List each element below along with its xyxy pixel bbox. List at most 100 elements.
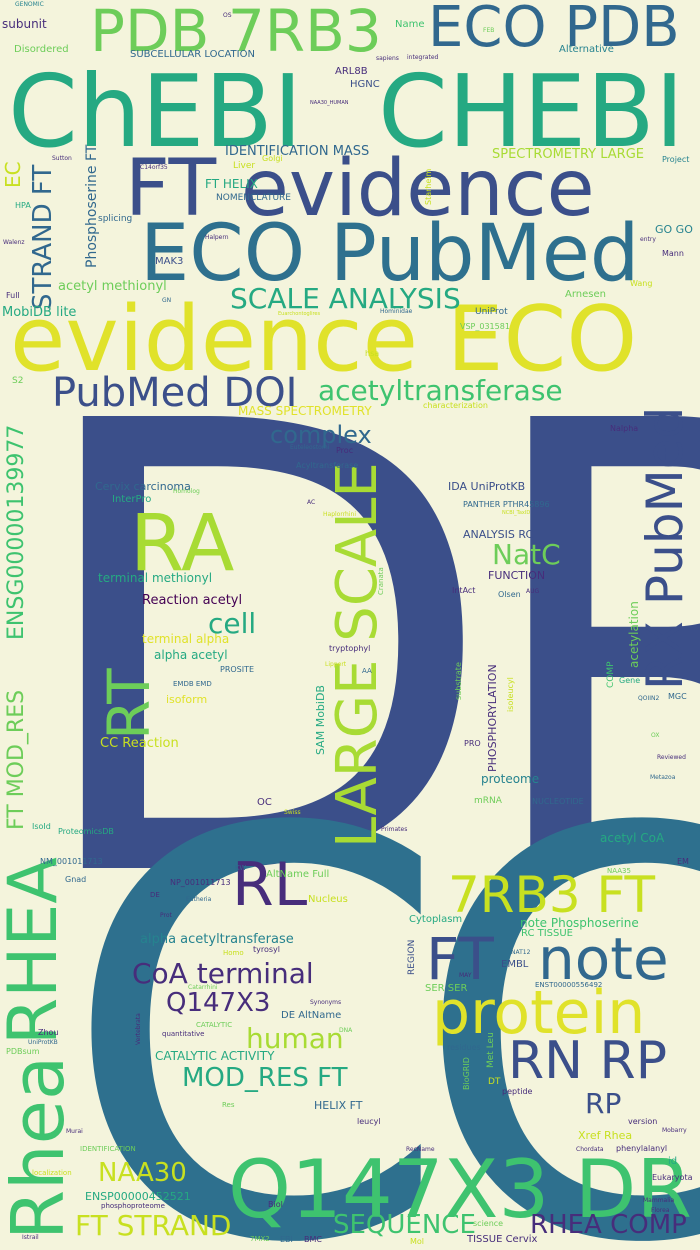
word-biol: Biol	[268, 1200, 283, 1209]
word-ec: EC	[1, 161, 25, 188]
word-os: OS	[223, 12, 232, 19]
word-mgc: MGC	[668, 692, 687, 701]
word-pdbsum: PDBsum	[6, 1047, 40, 1056]
word-ac: AC	[307, 499, 316, 506]
word-murai: Murai	[66, 1128, 83, 1135]
word-kw: KW	[235, 864, 247, 872]
word-halpern: Halpern	[205, 234, 229, 241]
word-ft: FT	[426, 925, 494, 993]
word-c14orf35: C14orf35	[140, 164, 168, 171]
word-pubmed-doi: PubMed DOI	[52, 370, 298, 416]
word-7rb3-ft: 7RB3 FT	[448, 866, 655, 924]
word-ft-evidence: FT evidence	[125, 144, 595, 234]
word-mobidb-lite: MobiDB lite	[2, 305, 77, 320]
word-leucyl: leucyl	[357, 1117, 381, 1126]
word-alpha-acetyl: alpha acetyl	[154, 648, 228, 662]
word-liver: Liver	[233, 161, 256, 171]
word-subunit: subunit	[2, 17, 47, 31]
word-s2: S2	[12, 376, 24, 386]
word-genomic: GENOMIC	[15, 1, 44, 8]
word-hsa: hsa	[365, 349, 380, 358]
word-note: note	[538, 925, 669, 993]
word-ensg: ENSG00000139977	[4, 424, 29, 640]
word-quantitative: quantitative	[162, 1030, 205, 1038]
word-walenz: Walenz	[3, 239, 25, 246]
word-lippert: Lippert	[325, 661, 347, 668]
word-aa: AA	[362, 667, 372, 675]
word-cranata: Cranata	[377, 567, 385, 595]
word-mobarry: Mobarry	[662, 1127, 687, 1134]
word-starheim: Starheim	[424, 168, 433, 205]
word-pro: PRO	[464, 739, 481, 748]
word-scale-analysis: SCALE ANALYSIS	[230, 282, 461, 315]
word-peptide: peptide	[502, 1087, 533, 1096]
word-catalytic-activity: CATALYTIC ACTIVITY	[155, 1049, 275, 1063]
word-rt: RT	[95, 668, 163, 740]
word-recname: RecName	[406, 1146, 435, 1153]
word-catarrhini: Catarrhini	[188, 984, 218, 991]
word-isoform: isoform	[166, 693, 208, 706]
word-ebi: EBI	[280, 1235, 293, 1244]
word-spectrometry-large: SPECTROMETRY LARGE	[492, 147, 644, 162]
word-note-phosphoserine: note Phosphoserine	[520, 916, 639, 930]
word-haplorrhini: Haplorrhini	[323, 511, 356, 518]
word-dr: DR	[22, 294, 700, 1015]
word-version: version	[628, 1117, 658, 1126]
word-reviewed: Reviewed	[657, 754, 686, 761]
word-acetyl-methionyl: acetyl methionyl	[58, 279, 167, 294]
word-phosphoserine-ft: Phosphoserine FT	[84, 144, 100, 268]
word-acetyltransferase: acetyltransferase	[318, 374, 563, 407]
word-may: MAY	[459, 972, 472, 979]
word-sutton: Sutton	[52, 155, 72, 162]
word-metazoa: Metazoa	[650, 774, 676, 781]
word-met-leu: Met Leu	[486, 1032, 496, 1068]
word-mass-spectrometry: MASS SPECTROMETRY	[238, 404, 372, 418]
word-ensp: ENSP00000452521	[85, 1190, 191, 1203]
word-acyltransferase: Acyltransferase	[296, 461, 359, 470]
word-synonyms: Synonyms	[310, 999, 342, 1006]
word-nalpha: Nalpha	[610, 424, 639, 433]
word-ft-strand: FT STRAND	[75, 1209, 232, 1242]
word-ft-helix: FT HELIX	[205, 177, 258, 191]
word-res: Res	[222, 1101, 235, 1109]
word-rp: RP	[585, 1087, 622, 1120]
word-em: EM	[677, 857, 689, 866]
word-evidence-eco: evidence ECO	[10, 287, 638, 392]
word-acetylation: acetylation	[627, 601, 641, 668]
word-science: science	[473, 1219, 504, 1228]
word-complex: complex	[270, 421, 372, 449]
word-function: FUNCTION	[488, 569, 546, 582]
word-full: Full	[6, 291, 20, 300]
word-rhea-comp: RHEA COMP	[530, 1210, 687, 1240]
word-florea: Florea	[651, 1207, 670, 1214]
word-gnad: Gnad	[65, 875, 87, 884]
word-mrna: mRNA	[474, 796, 502, 806]
word-prosite: PROSITE	[220, 665, 255, 674]
word-np: NP_001011713	[170, 878, 231, 887]
word-emdb-emd: EMDB EMD	[173, 680, 212, 688]
word-eco-pubmed: ECO PubMed	[140, 209, 640, 299]
word-nucleus: Nucleus	[308, 894, 348, 905]
word-naa35: NAA35	[607, 867, 631, 875]
word-dt: DT	[488, 1077, 501, 1087]
word-arl8b: ARL8B	[335, 66, 368, 77]
word-nm: NM_001011713	[40, 857, 103, 866]
word-rhea: Rhea	[0, 1055, 80, 1240]
word-ncbi-taxid: NCBI_TaxID	[502, 510, 531, 516]
word-substrate: substrate	[454, 662, 463, 700]
word-name: Name	[395, 19, 425, 30]
word-eutheria: Eutheria	[186, 896, 212, 903]
word-hpa: HPA	[15, 201, 31, 210]
word-identification: IDENTIFICATION	[80, 1145, 136, 1153]
word-wang: Wang	[630, 279, 653, 288]
word-prot: Prot	[160, 912, 172, 919]
word-gene: Gene	[619, 676, 641, 685]
word-strand-ft: STRAND FT	[28, 164, 58, 310]
word-vertebrata: Vertebrata	[135, 1013, 142, 1045]
word-nomenclature: NOMENCLATURE	[216, 193, 291, 203]
word-cytoplasm: Cytoplasm	[409, 914, 463, 925]
word-naa30-human: NAA30_HUMAN	[310, 100, 349, 106]
word-sapiens: sapiens	[376, 55, 399, 62]
word-cc-reaction: CC Reaction	[100, 736, 179, 751]
word-mann: Mann	[662, 249, 684, 258]
